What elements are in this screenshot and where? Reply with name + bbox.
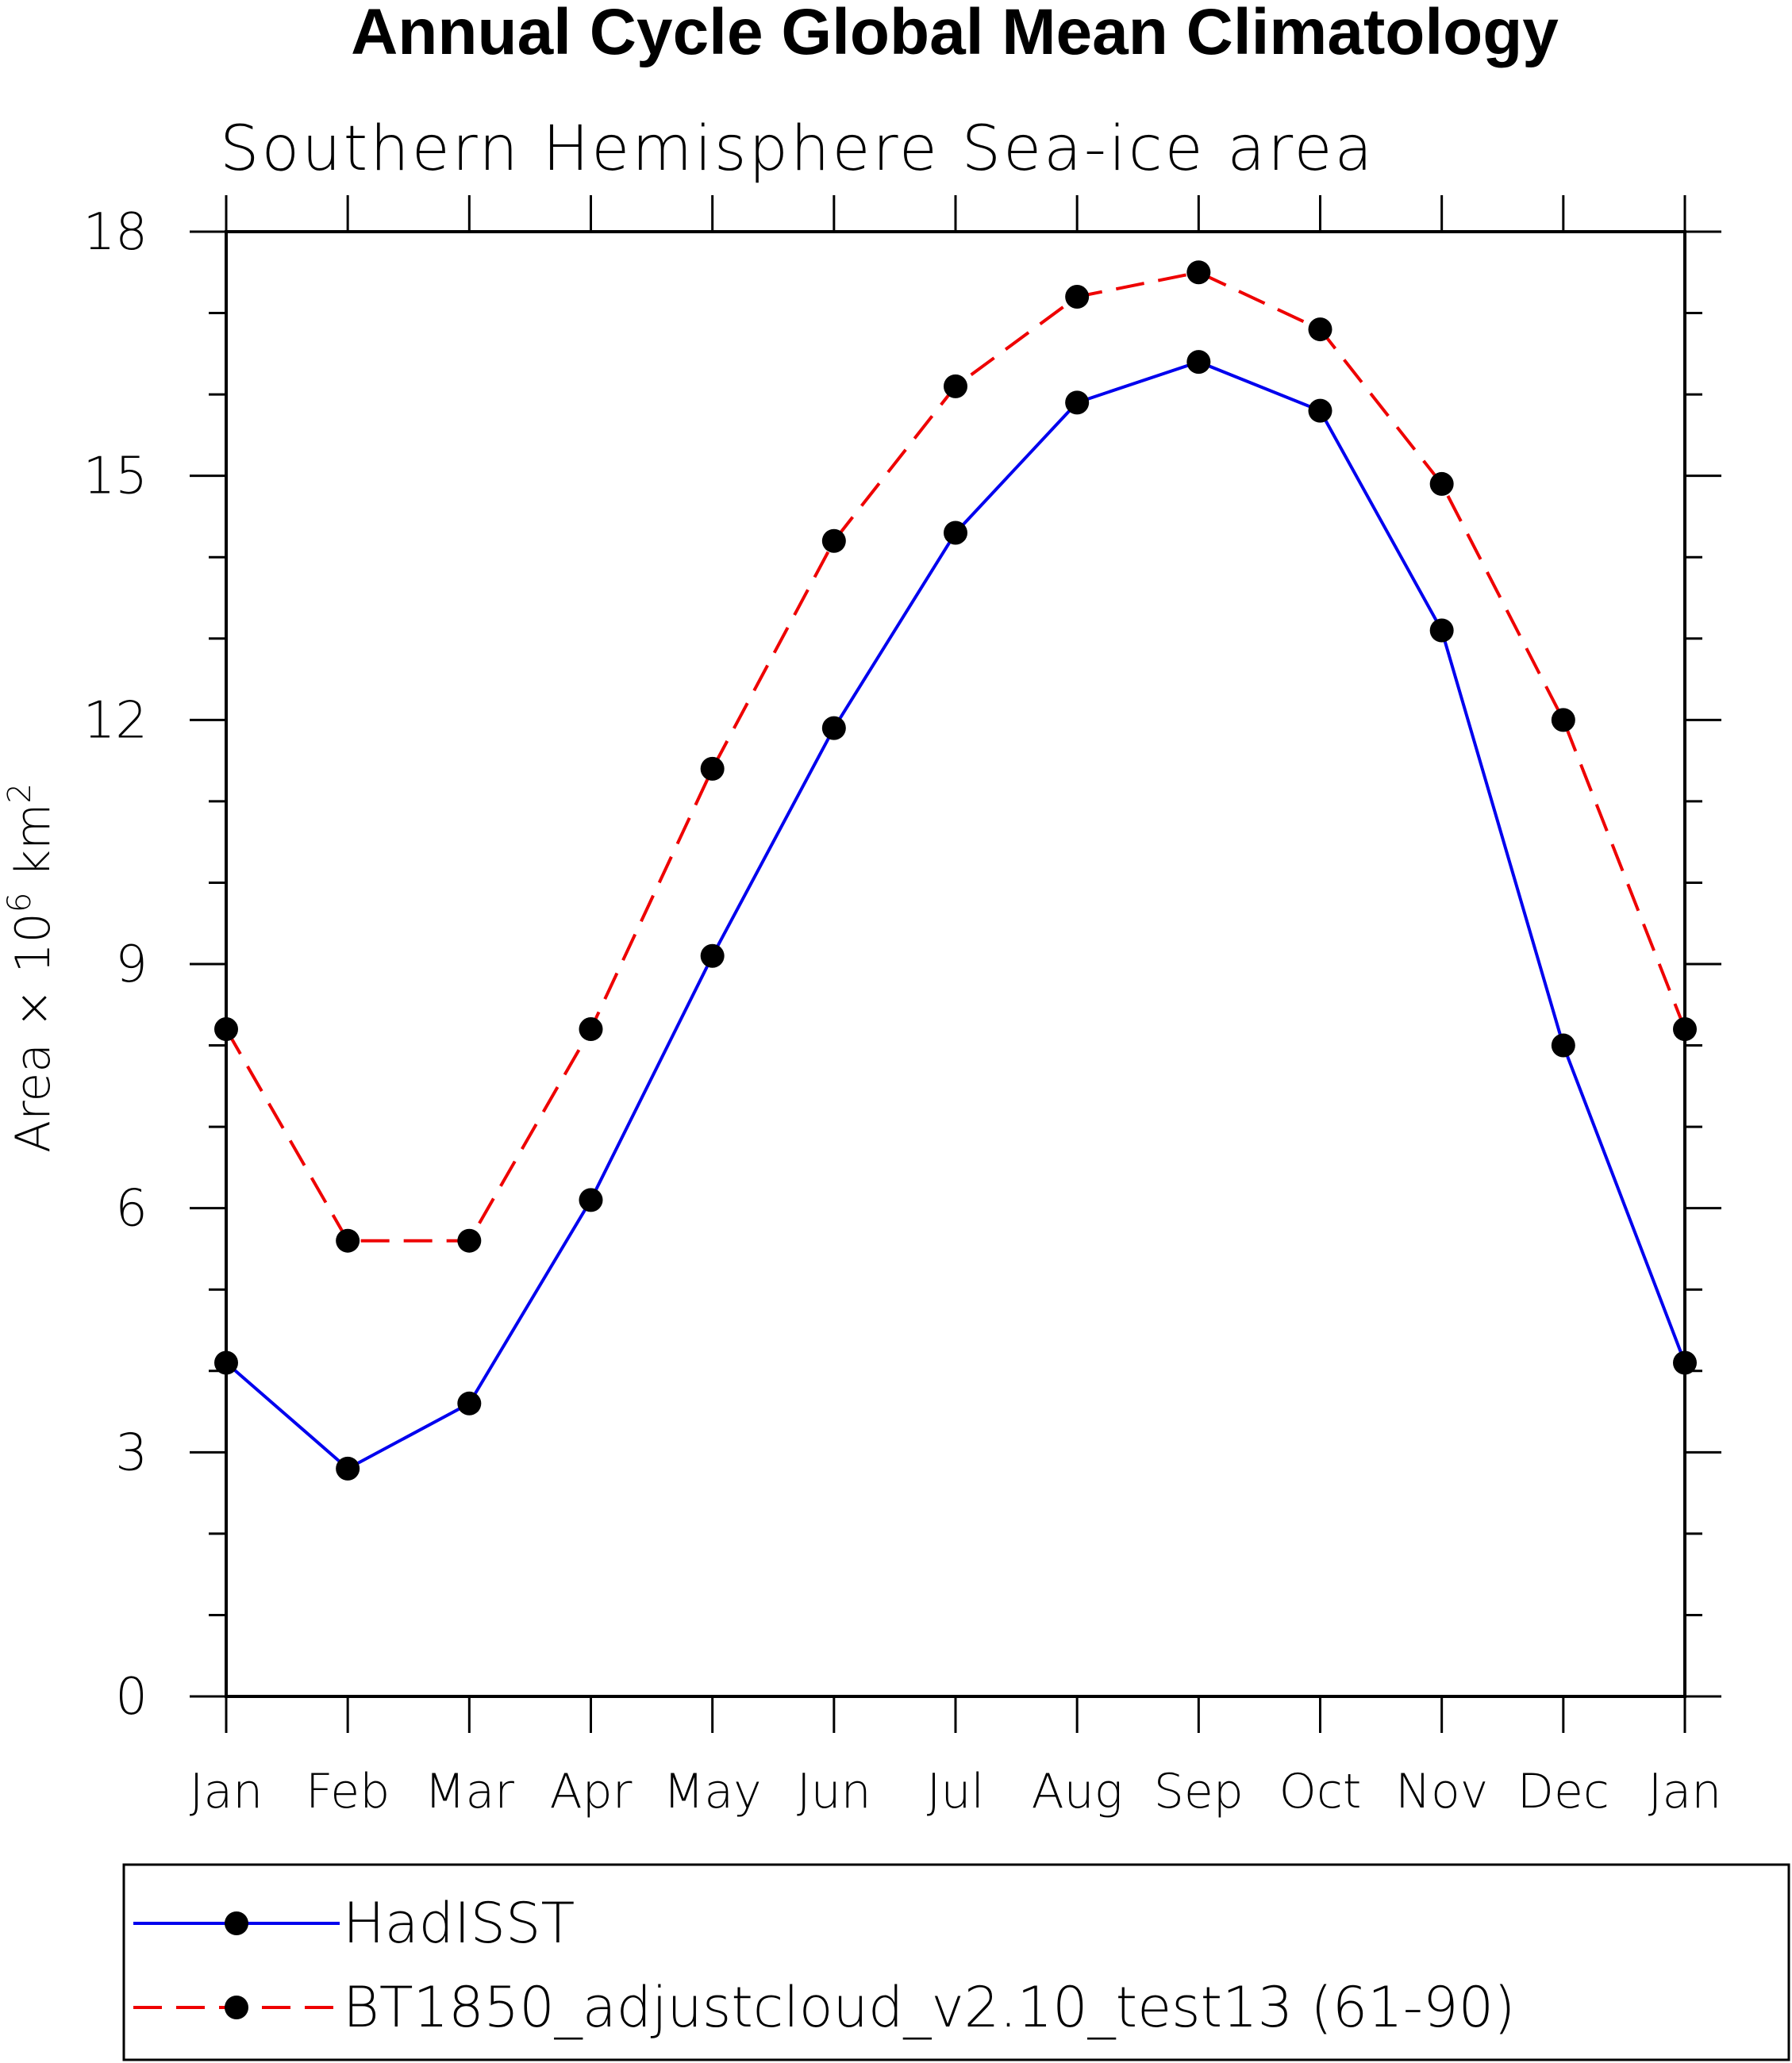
data-point bbox=[457, 1228, 482, 1253]
data-point bbox=[700, 756, 725, 781]
legend-label: HadISST bbox=[343, 1891, 575, 1956]
data-point bbox=[944, 521, 967, 545]
x-tick-label: Sep bbox=[1154, 1764, 1244, 1819]
x-tick-label: Jan bbox=[190, 1764, 263, 1819]
x-tick-label: May bbox=[663, 1764, 762, 1819]
data-point bbox=[579, 1188, 603, 1212]
legend-items: HadISST BT1850_adjustcloud_v2.10_test13 (… bbox=[133, 1891, 1515, 2040]
data-point bbox=[336, 1456, 360, 1481]
chart-subtitle: Southern Hemisphere Sea-ice area bbox=[220, 113, 1375, 185]
x-tick-label: Jun bbox=[797, 1764, 871, 1819]
legend-marker bbox=[225, 1996, 248, 2019]
data-point bbox=[1186, 350, 1211, 375]
y-tick-label: 12 bbox=[83, 691, 148, 750]
y-tick-label: 9 bbox=[115, 935, 148, 994]
data-point bbox=[944, 374, 967, 398]
x-tick-label: Oct bbox=[1279, 1764, 1362, 1819]
legend-box bbox=[122, 1863, 1790, 2061]
data-point bbox=[1673, 1350, 1697, 1375]
x-tick-label: Aug bbox=[1032, 1764, 1123, 1819]
y-axis-label: Area × 106 km2 bbox=[2, 783, 61, 1153]
plot-frame bbox=[225, 230, 1686, 1698]
x-tick-label: Feb bbox=[306, 1764, 390, 1819]
data-point bbox=[1308, 398, 1332, 423]
data-point bbox=[1429, 471, 1454, 496]
x-tick-label: Jul bbox=[927, 1764, 984, 1819]
data-point bbox=[1429, 618, 1454, 643]
data-point bbox=[700, 943, 725, 968]
data-point bbox=[1065, 285, 1090, 309]
series-layer bbox=[214, 260, 1697, 1481]
data-point bbox=[457, 1391, 482, 1416]
y-tick-label: 6 bbox=[115, 1180, 148, 1239]
data-point bbox=[579, 1017, 603, 1042]
data-point bbox=[1065, 390, 1090, 415]
data-point bbox=[1551, 1033, 1575, 1058]
chart-title: Annual Cycle Global Mean Climatology bbox=[351, 0, 1559, 68]
y-tick-label: 18 bbox=[83, 203, 148, 262]
x-tick-label: Nov bbox=[1395, 1764, 1488, 1819]
series-line bbox=[225, 271, 1686, 1243]
data-point bbox=[1308, 317, 1332, 342]
legend-label: BT1850_adjustcloud_v2.10_test13 (61-90) bbox=[343, 1975, 1515, 2040]
data-point bbox=[1186, 260, 1211, 285]
data-point bbox=[1551, 708, 1575, 732]
x-tick-label: Dec bbox=[1517, 1764, 1609, 1819]
y-axis-label-base: Area × 10 bbox=[6, 912, 61, 1153]
y-axis-label-exp1: 6 bbox=[2, 893, 38, 912]
data-point bbox=[336, 1228, 360, 1253]
y-tick-label: 3 bbox=[115, 1423, 148, 1482]
data-point bbox=[821, 528, 846, 553]
x-tick-label: Mar bbox=[425, 1764, 515, 1819]
data-point bbox=[1673, 1017, 1697, 1042]
data-point bbox=[214, 1350, 238, 1375]
x-tick-label: Apr bbox=[550, 1764, 633, 1819]
y-tick-label: 0 bbox=[115, 1668, 148, 1727]
axis-layer: 0 3 6 9 12 15 18 Jan Feb Mar Apr May Jun Jul Aug Sep Oct… bbox=[83, 195, 1722, 1819]
y-axis-label-unit: km bbox=[6, 803, 61, 892]
legend-marker bbox=[225, 1911, 248, 1935]
y-tick-label: 15 bbox=[83, 448, 148, 506]
legend: HadISST BT1850_adjustcloud_v2.10_test13 (… bbox=[122, 1863, 1790, 2061]
y-axis-label-exp2: 2 bbox=[2, 783, 38, 803]
data-point bbox=[821, 716, 846, 740]
x-tick-label: Jan bbox=[1648, 1764, 1722, 1819]
data-point bbox=[214, 1017, 238, 1042]
